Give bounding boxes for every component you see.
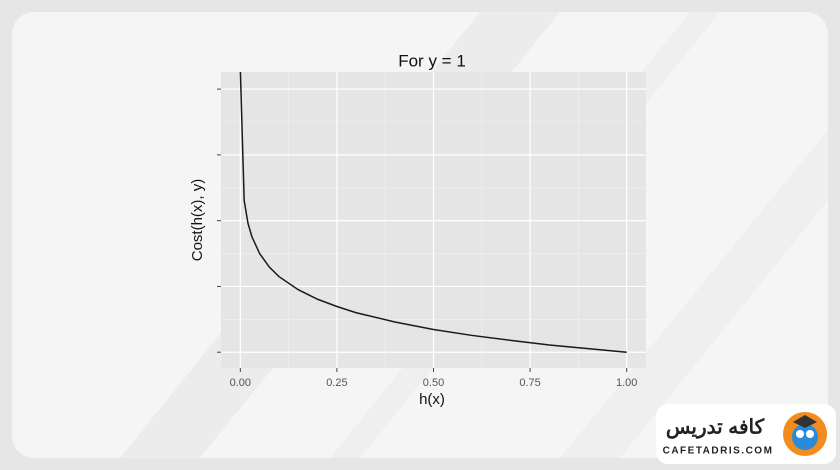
x-tick-label: 1.00	[616, 377, 637, 389]
x-tick-label: 0.75	[519, 377, 540, 389]
x-tick-label: 0.25	[326, 377, 347, 389]
logo: کافه تدریس CAFETADRIS.COM	[656, 404, 836, 464]
brand-name: کافه تدریس	[666, 416, 765, 439]
line	[239, 71, 627, 353]
brand-url: CAFETADRIS.COM	[663, 446, 774, 457]
x-tick-label: 0.50	[423, 377, 444, 389]
y-axis-label: Cost(h(x), y)	[189, 179, 206, 262]
chart-title: For y = 1	[398, 51, 466, 70]
x-tick-label: 0.00	[230, 377, 251, 389]
x-axis-label: h(x)	[419, 391, 445, 408]
